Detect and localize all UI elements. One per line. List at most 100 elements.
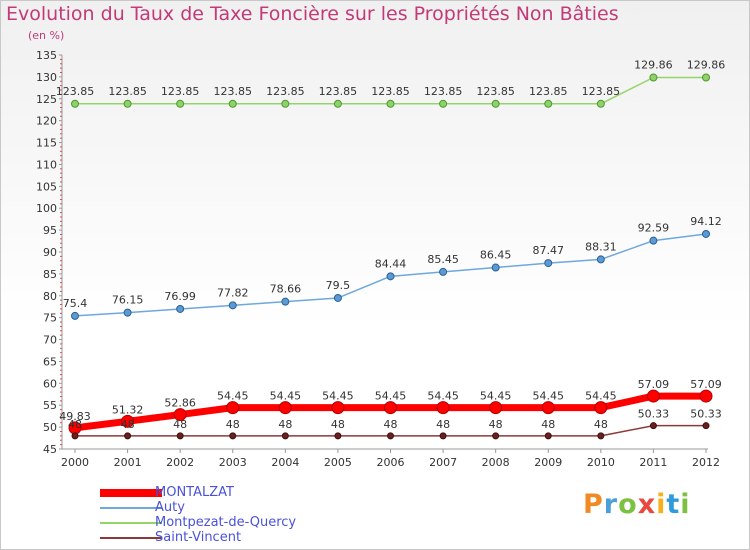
legend-label-montalzat: MONTALZAT bbox=[155, 485, 234, 500]
data-label-montalzat: 52.86 bbox=[164, 397, 196, 410]
x-tick-label: 2005 bbox=[324, 456, 352, 469]
data-point-saint-vincent bbox=[649, 422, 657, 430]
proxiti-logo: Proxiti bbox=[583, 489, 691, 520]
data-label-montalzat: 54.45 bbox=[322, 390, 354, 403]
data-point-montpezat-de-quercy bbox=[333, 99, 342, 108]
data-label-montalzat: 54.45 bbox=[480, 390, 512, 403]
data-point-saint-vincent bbox=[176, 432, 184, 440]
data-point-auty bbox=[649, 236, 658, 245]
data-point-auty bbox=[439, 267, 448, 276]
legend-swatch-auty bbox=[100, 507, 162, 509]
y-tick-label: 120 bbox=[36, 115, 57, 128]
data-label-auty: 87.47 bbox=[533, 244, 565, 257]
data-label-auty: 79.5 bbox=[326, 279, 351, 292]
data-point-montalzat bbox=[594, 401, 608, 415]
data-point-saint-vincent bbox=[229, 432, 237, 440]
data-point-montpezat-de-quercy bbox=[596, 99, 605, 108]
data-point-auty bbox=[71, 311, 79, 320]
legend-label-saint-vincent: Saint-Vincent bbox=[155, 530, 242, 545]
data-point-auty bbox=[333, 293, 342, 302]
data-label-montalzat: 57.09 bbox=[638, 378, 670, 391]
data-point-auty bbox=[281, 297, 290, 306]
data-point-saint-vincent bbox=[597, 432, 605, 440]
data-label-auty: 76.99 bbox=[164, 290, 196, 303]
data-point-montpezat-de-quercy bbox=[649, 73, 658, 82]
line-chart: 45 50 55 60 65 70 75 80 85 90 95 100 105 110 115 120 125… bbox=[36, 49, 726, 469]
data-label-montalzat: 54.45 bbox=[585, 390, 617, 403]
data-point-montpezat-de-quercy bbox=[71, 99, 79, 108]
logo-letter: i bbox=[656, 489, 667, 520]
chart-unit-label: (en %) bbox=[28, 29, 65, 42]
data-label-montpezat-de-quercy: 123.85 bbox=[582, 85, 621, 98]
data-point-saint-vincent bbox=[334, 432, 342, 440]
data-label-saint-vincent: 48 bbox=[541, 418, 555, 431]
data-label-montpezat-de-quercy: 123.85 bbox=[319, 85, 358, 98]
y-tick-label: 50 bbox=[43, 421, 57, 434]
data-point-saint-vincent bbox=[387, 432, 394, 440]
y-tick-label: 75 bbox=[43, 312, 57, 325]
data-label-montpezat-de-quercy: 123.85 bbox=[161, 85, 200, 98]
data-label-auty: 78.66 bbox=[270, 283, 302, 296]
data-label-auty: 86.45 bbox=[480, 249, 512, 262]
data-label-saint-vincent: 48 bbox=[68, 418, 82, 431]
x-tick-label: 2010 bbox=[587, 456, 615, 469]
data-label-montpezat-de-quercy: 123.85 bbox=[214, 85, 253, 98]
data-label-saint-vincent: 50.33 bbox=[638, 408, 670, 421]
data-label-montpezat-de-quercy: 123.85 bbox=[476, 85, 515, 98]
y-tick-label: 130 bbox=[36, 71, 57, 84]
y-tick-label: 135 bbox=[36, 49, 57, 62]
data-label-montpezat-de-quercy: 123.85 bbox=[529, 85, 568, 98]
x-tick-label: 2007 bbox=[429, 456, 457, 469]
x-tick-label: 2008 bbox=[482, 456, 510, 469]
y-tick-label: 125 bbox=[36, 93, 57, 106]
logo-letter: x bbox=[637, 489, 657, 520]
logo-letter: t bbox=[666, 489, 681, 520]
data-point-montalzat bbox=[699, 389, 713, 403]
data-label-auty: 94.12 bbox=[690, 215, 722, 228]
data-label-montpezat-de-quercy: 129.86 bbox=[687, 59, 726, 72]
legend-swatch-montalzat bbox=[100, 489, 162, 497]
y-tick-label: 55 bbox=[43, 399, 57, 412]
data-label-auty: 76.15 bbox=[112, 294, 144, 307]
legend-swatch-montpezat bbox=[100, 522, 162, 524]
data-point-auty bbox=[596, 255, 605, 264]
data-point-saint-vincent bbox=[702, 422, 710, 430]
data-point-montpezat-de-quercy bbox=[544, 99, 553, 108]
data-point-auty bbox=[386, 272, 395, 281]
x-tick-label: 2006 bbox=[377, 456, 405, 469]
data-label-montpezat-de-quercy: 123.85 bbox=[424, 85, 463, 98]
data-label-montalzat: 54.45 bbox=[270, 390, 302, 403]
logo-letter: r bbox=[603, 489, 619, 520]
logo-letter: o bbox=[618, 489, 638, 520]
data-label-saint-vincent: 48 bbox=[436, 418, 450, 431]
x-tick-label: 2011 bbox=[639, 456, 667, 469]
data-point-montpezat-de-quercy bbox=[439, 99, 448, 108]
data-point-auty bbox=[544, 259, 553, 268]
data-label-saint-vincent: 48 bbox=[173, 418, 187, 431]
data-point-montpezat-de-quercy bbox=[702, 73, 710, 82]
data-point-auty bbox=[702, 229, 710, 238]
series-layer bbox=[68, 73, 713, 440]
data-label-saint-vincent: 48 bbox=[226, 418, 240, 431]
data-label-saint-vincent: 48 bbox=[278, 418, 292, 431]
data-point-auty bbox=[176, 304, 185, 313]
chart-axes: 45 50 55 60 65 70 75 80 85 90 95 100 105 110 115 120 125… bbox=[36, 49, 720, 469]
data-label-montalzat: 49.83 bbox=[59, 410, 91, 423]
data-point-saint-vincent bbox=[439, 432, 447, 440]
data-point-montalzat bbox=[121, 414, 135, 428]
y-tick-label: 85 bbox=[43, 268, 57, 281]
data-label-auty: 88.31 bbox=[585, 240, 617, 253]
legend-label-montpezat: Montpezat-de-Quercy bbox=[155, 515, 297, 530]
data-point-saint-vincent bbox=[281, 432, 289, 440]
data-point-montpezat-de-quercy bbox=[123, 99, 132, 108]
data-point-montalzat bbox=[226, 401, 240, 415]
data-label-saint-vincent: 50.33 bbox=[690, 408, 722, 421]
y-tick-label: 100 bbox=[36, 202, 57, 215]
y-tick-label: 65 bbox=[43, 355, 57, 368]
data-label-montalzat: 51.32 bbox=[112, 403, 144, 416]
legend-label-auty: Auty bbox=[155, 500, 185, 515]
data-labels-layer: 123.85 123.85 123.85 123.85 123.85 123.85 123.… bbox=[56, 59, 726, 431]
x-tick-label: 2000 bbox=[61, 456, 89, 469]
data-point-saint-vincent bbox=[124, 432, 132, 440]
data-point-auty bbox=[123, 308, 132, 317]
